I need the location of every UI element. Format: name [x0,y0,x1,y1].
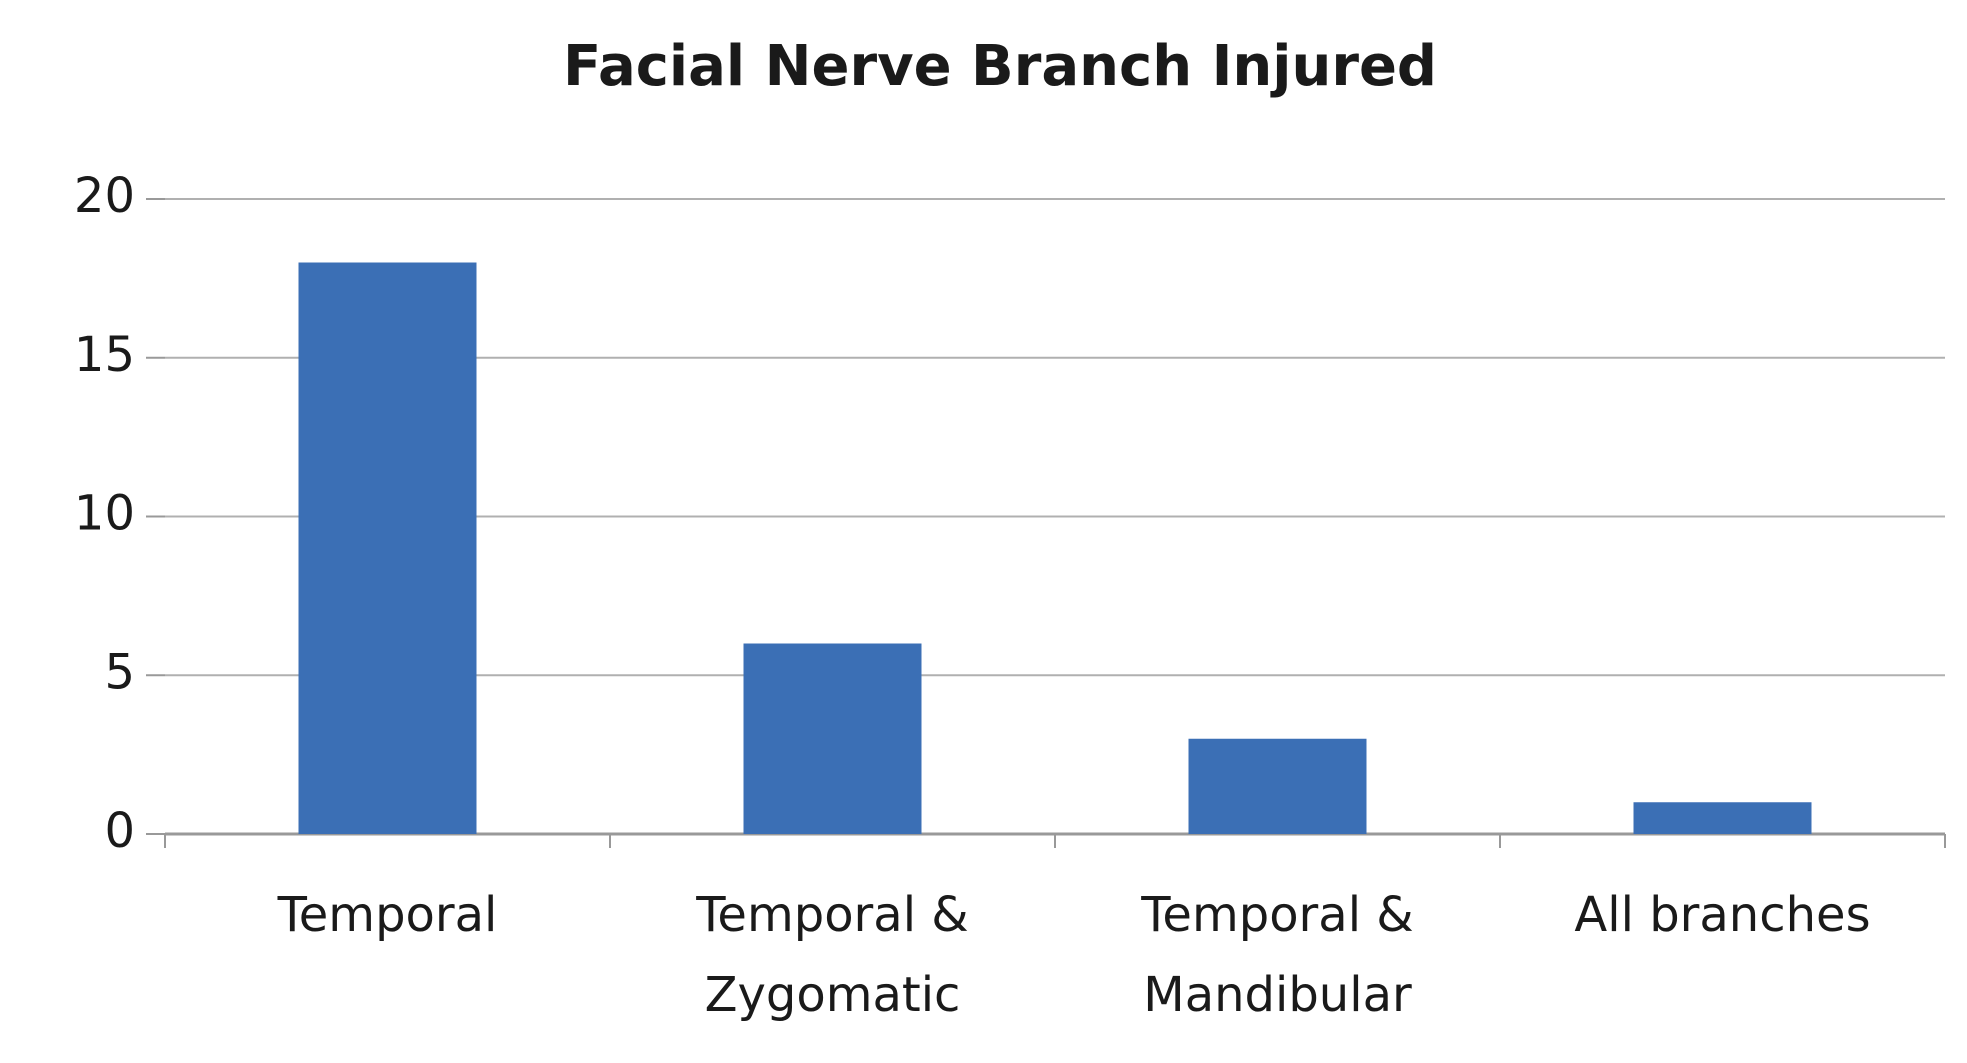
x-tick-label: Temporal [277,887,498,943]
y-tick-label: 5 [104,644,135,700]
chart-title: Facial Nerve Branch Injured [563,34,1437,99]
y-tick-label: 0 [104,803,135,859]
y-tick-label: 10 [74,486,135,542]
y-tick-label: 15 [74,327,135,383]
x-tick-label: Temporal & Zygomatic [696,887,969,1023]
y-tick-label: 20 [74,168,135,224]
bar [298,262,477,834]
bar [743,643,922,834]
x-tick-label: All branches [1574,887,1871,943]
bar [1633,802,1812,834]
x-tick-label: Temporal & Mandibular [1141,887,1414,1023]
bar [1188,738,1367,834]
